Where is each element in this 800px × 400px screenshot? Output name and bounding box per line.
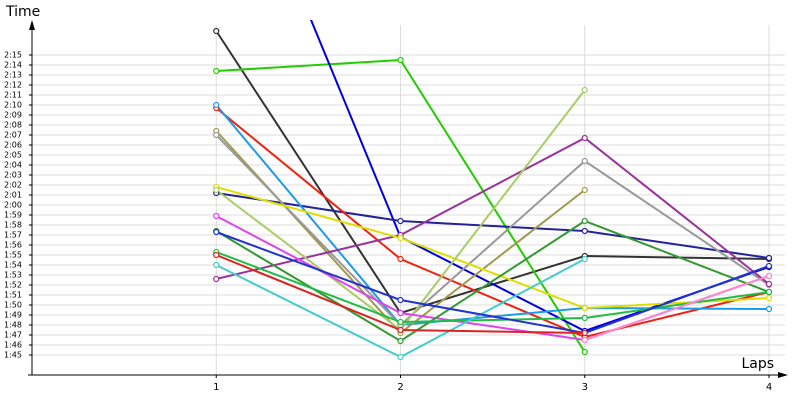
y-tick-label: 1:56 <box>4 241 22 250</box>
y-tick-label: 2:13 <box>4 71 22 80</box>
y-tick-label: 2:08 <box>4 121 22 130</box>
series-line <box>215 134 770 327</box>
x-tick-label: 3 <box>582 382 588 393</box>
y-tick-label: 2:06 <box>4 141 22 150</box>
data-point <box>213 27 220 35</box>
y-tick-label: 1:53 <box>4 271 22 280</box>
data-point <box>213 261 220 269</box>
y-tick-label: 1:59 <box>4 211 22 220</box>
y-tick-label: 2:02 <box>4 181 22 190</box>
plot <box>213 20 773 361</box>
data-point <box>397 296 404 304</box>
data-point <box>213 186 220 194</box>
y-tick-label: 1:45 <box>4 351 22 360</box>
data-point <box>581 329 588 337</box>
data-point <box>581 186 588 194</box>
x-tick-label: 1 <box>213 382 219 393</box>
data-point <box>397 318 404 326</box>
data-point <box>581 217 588 225</box>
x-tick-label: 4 <box>766 382 772 393</box>
data-point <box>397 353 404 361</box>
y-tick-label: 1:54 <box>4 261 22 270</box>
data-point <box>397 56 404 64</box>
series-line <box>215 251 770 324</box>
series-line <box>584 275 770 341</box>
data-point <box>581 227 588 235</box>
y-tick-label: 2:10 <box>4 101 22 110</box>
series-line <box>215 219 770 343</box>
data-point <box>581 348 588 356</box>
data-point <box>765 305 773 313</box>
y-tick-label: 1:57 <box>4 231 22 240</box>
y-arrow <box>29 20 35 30</box>
data-point <box>397 217 404 225</box>
x-arrow <box>778 372 788 378</box>
series-line <box>215 231 770 335</box>
data-point <box>581 314 588 322</box>
data-point <box>397 234 404 242</box>
y-tick-label: 2:09 <box>4 111 22 120</box>
data-point <box>765 262 773 270</box>
data-point <box>213 131 220 139</box>
data-point <box>397 326 404 334</box>
data-point <box>765 280 773 288</box>
x-tick-label: 2 <box>397 382 403 393</box>
data-point <box>765 272 773 280</box>
y-tick-label: 2:14 <box>4 61 22 70</box>
data-point <box>581 157 588 165</box>
data-point <box>213 228 220 236</box>
data-point <box>213 251 220 259</box>
series-line <box>215 107 770 339</box>
grid <box>32 25 785 375</box>
series-line <box>215 186 770 310</box>
y-tick-label: 2:01 <box>4 191 22 200</box>
y-tick-label: 1:46 <box>4 341 22 350</box>
y-tick-label: 1:52 <box>4 281 22 290</box>
y-tick-label: 1:51 <box>4 291 22 300</box>
series-line <box>216 192 770 259</box>
y-tick-label: 2:11 <box>4 91 22 100</box>
y-tick-label: 2:03 <box>4 171 22 180</box>
data-point <box>765 294 773 302</box>
data-point <box>581 255 588 263</box>
data-point <box>581 86 588 94</box>
data-point <box>765 254 773 262</box>
data-point <box>397 337 404 345</box>
data-point <box>581 134 588 142</box>
y-tick-label: 2:15 <box>4 51 22 60</box>
axes: Time Laps 1:451:461:471:481:491:501:511:… <box>4 4 788 393</box>
y-tick-label: 1:50 <box>4 301 22 310</box>
data-point <box>581 336 588 344</box>
data-point <box>765 288 773 296</box>
y-tick-label: 2:07 <box>4 131 22 140</box>
y-tick-label: 1:49 <box>4 311 22 320</box>
data-point <box>213 212 220 220</box>
series-line <box>216 136 770 285</box>
y-axis-label: Time <box>5 4 40 20</box>
data-point <box>397 309 404 317</box>
y-tick-label: 2:04 <box>4 161 22 170</box>
y-tick-label: 2:05 <box>4 151 22 160</box>
y-tick-label: 2:12 <box>4 81 22 90</box>
y-tick-label: 1:47 <box>4 331 22 340</box>
y-tick-label: 1:48 <box>4 321 22 330</box>
data-point <box>581 304 588 312</box>
data-point <box>213 275 220 283</box>
data-point <box>397 255 404 263</box>
x-axis-label: Laps <box>741 356 774 372</box>
data-point <box>213 67 220 75</box>
data-point <box>213 101 220 109</box>
series-line <box>215 30 770 315</box>
y-tick-label: 1:55 <box>4 251 22 260</box>
y-tick-label: 2:00 <box>4 201 22 210</box>
y-tick-label: 1:58 <box>4 221 22 230</box>
